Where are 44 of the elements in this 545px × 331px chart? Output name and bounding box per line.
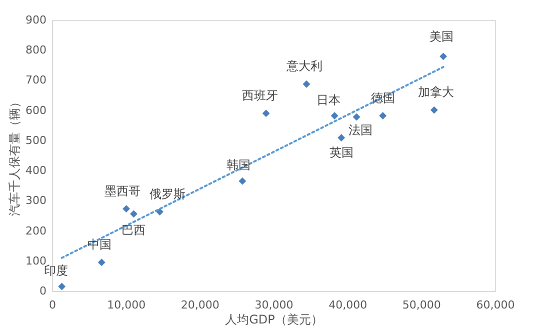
annotation: 加拿大 <box>418 85 454 100</box>
point <box>58 282 66 290</box>
annotation: 德国 <box>370 90 395 105</box>
point <box>330 112 338 120</box>
annotation: 意大利 <box>286 59 323 74</box>
x-tick-label: 50,000 <box>402 298 441 312</box>
y-axis-title: 汽车千人保有量（辆） <box>8 96 22 216</box>
annotation: 日本 <box>316 92 341 107</box>
point <box>338 134 346 142</box>
x-tick-label: 30,000 <box>254 298 294 312</box>
point <box>379 112 387 120</box>
point <box>440 52 448 60</box>
y-tick-label: 300 <box>26 194 46 208</box>
point <box>130 210 138 218</box>
x-tick-label: 10,000 <box>107 298 146 312</box>
annotation: 俄罗斯 <box>150 186 186 201</box>
x-axis-title: 人均GDP（美元） <box>225 312 323 326</box>
point <box>352 113 360 121</box>
annotation: 印度 <box>44 263 68 278</box>
y-tick-label: 200 <box>26 224 46 238</box>
y-tick-label: 900 <box>26 14 46 26</box>
point <box>122 205 130 213</box>
x-tick-label: 40,000 <box>328 298 368 312</box>
annotation: 巴西 <box>122 222 146 237</box>
annotation: 英国 <box>329 146 354 160</box>
x-tick-label: 0 <box>49 298 56 312</box>
annotation: 墨西哥 <box>104 184 140 198</box>
point <box>238 177 246 185</box>
y-tick-label: 0 <box>40 284 46 298</box>
y-tick-label: 100 <box>26 254 46 268</box>
annotation: 美国 <box>429 29 454 44</box>
point <box>430 106 438 114</box>
x-tick-label: 20,000 <box>180 298 220 312</box>
x-tick-label: 60,000 <box>476 298 515 312</box>
annotation: 法国 <box>348 122 373 137</box>
y-tick-label: 700 <box>26 74 46 87</box>
annotation: 西班牙 <box>242 88 278 102</box>
y-tick-label: 800 <box>26 44 46 57</box>
point <box>262 110 270 118</box>
point <box>302 80 310 88</box>
y-tick-label: 500 <box>26 134 46 147</box>
point <box>98 258 106 266</box>
y-tick-label: 600 <box>26 104 46 117</box>
y-tick-label: 400 <box>26 164 46 178</box>
